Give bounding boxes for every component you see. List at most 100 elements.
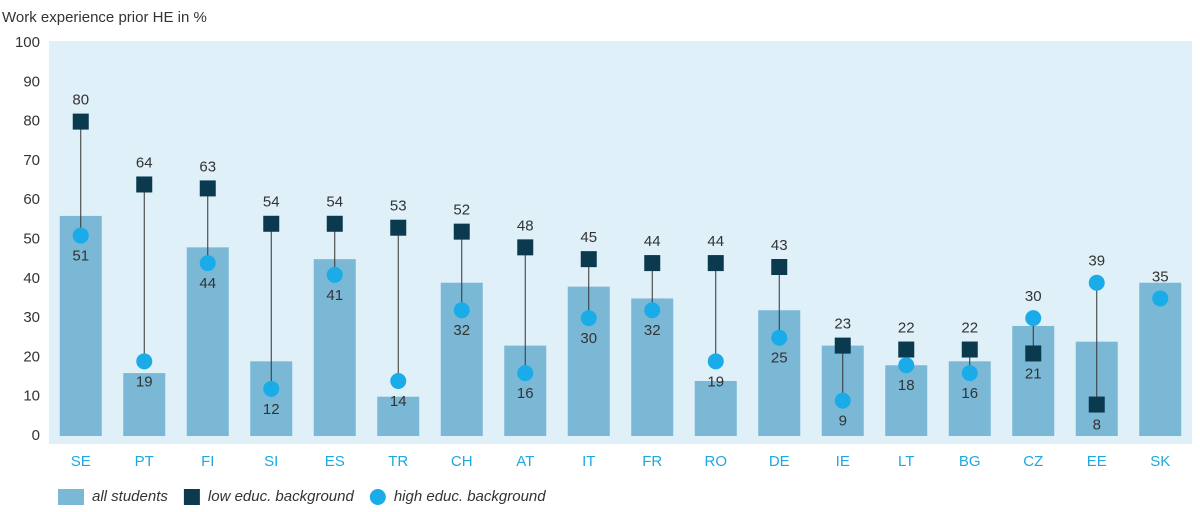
- value-label: 19: [136, 373, 153, 390]
- y-tick-label: 90: [23, 73, 40, 90]
- high-marker: [644, 302, 661, 319]
- y-tick-label: 60: [23, 191, 40, 208]
- value-label: 21: [1025, 365, 1042, 382]
- x-tick-label: SE: [71, 453, 91, 470]
- x-tick-label: CZ: [1023, 453, 1043, 470]
- high-marker: [580, 310, 597, 327]
- legend-label: high educ. background: [394, 488, 546, 505]
- legend-label: all students: [92, 488, 168, 505]
- x-tick-label: IE: [836, 453, 850, 470]
- low-marker: [1088, 396, 1105, 413]
- low-marker: [644, 255, 661, 272]
- x-tick-label: EE: [1087, 453, 1107, 470]
- y-tick-label: 0: [32, 427, 40, 444]
- low-marker: [961, 341, 978, 358]
- value-label: 43: [771, 237, 788, 254]
- low-marker: [1025, 345, 1042, 362]
- bar: [186, 247, 229, 436]
- value-label: 14: [390, 393, 407, 410]
- high-marker: [199, 255, 216, 272]
- low-marker: [834, 337, 851, 354]
- y-tick-label: 50: [23, 230, 40, 247]
- high-marker: [136, 353, 153, 370]
- x-tick-label: SI: [264, 453, 278, 470]
- value-label: 52: [453, 202, 470, 219]
- value-label: 41: [326, 287, 343, 304]
- x-tick-label: FI: [201, 453, 214, 470]
- value-label: 9: [839, 413, 847, 430]
- high-marker: [898, 357, 915, 374]
- value-label: 45: [580, 229, 597, 246]
- value-label: 32: [453, 322, 470, 339]
- value-label: 44: [199, 275, 216, 292]
- value-label: 54: [326, 194, 343, 211]
- value-label: 48: [517, 217, 534, 234]
- x-tick-label: LT: [898, 453, 914, 470]
- value-label: 12: [263, 401, 280, 418]
- y-tick-label: 80: [23, 113, 40, 130]
- bar: [377, 396, 420, 436]
- high-marker: [326, 266, 343, 283]
- x-tick-label: TR: [388, 453, 408, 470]
- x-tick-label: ES: [325, 453, 345, 470]
- value-label: 32: [644, 322, 661, 339]
- low-marker: [517, 239, 534, 256]
- low-marker: [326, 215, 343, 232]
- x-tick-label: CH: [451, 453, 473, 470]
- high-marker: [771, 329, 788, 346]
- bar: [1139, 282, 1182, 436]
- y-tick-label: 30: [23, 309, 40, 326]
- value-label: 80: [72, 92, 89, 109]
- bar: [313, 259, 356, 436]
- high-marker: [834, 392, 851, 409]
- low-marker: [263, 215, 280, 232]
- value-label: 16: [517, 385, 534, 402]
- bar: [123, 373, 166, 436]
- x-tick-label: DE: [769, 453, 790, 470]
- x-tick-label: SK: [1150, 453, 1170, 470]
- value-label: 51: [72, 248, 89, 265]
- y-tick-label: 10: [23, 388, 40, 405]
- high-marker: [1088, 274, 1105, 291]
- x-tick-label: IT: [582, 453, 595, 470]
- value-label: 30: [580, 330, 597, 347]
- low-marker: [390, 219, 407, 236]
- low-marker: [898, 341, 915, 358]
- value-label: 18: [898, 377, 915, 394]
- high-marker: [707, 353, 724, 370]
- high-marker: [72, 227, 89, 244]
- x-tick-label: BG: [959, 453, 981, 470]
- value-label: 19: [707, 373, 724, 390]
- legend-swatch: [369, 489, 386, 505]
- plot-background: [49, 41, 1192, 444]
- value-label: 22: [961, 320, 978, 337]
- value-label: 22: [898, 320, 915, 337]
- chart-title: Work experience prior HE in %: [2, 9, 207, 26]
- value-label: 8: [1093, 417, 1101, 434]
- bar: [631, 298, 674, 436]
- value-label: 64: [136, 154, 153, 171]
- low-marker: [72, 113, 89, 130]
- high-marker: [517, 365, 534, 382]
- x-tick-label: AT: [516, 453, 534, 470]
- high-marker: [1025, 310, 1042, 327]
- value-label: 44: [644, 233, 661, 250]
- y-tick-label: 40: [23, 270, 40, 287]
- x-tick-label: FR: [642, 453, 662, 470]
- value-label: 54: [263, 194, 280, 211]
- low-marker: [453, 223, 470, 240]
- legend-swatch: [183, 489, 200, 505]
- legend-swatch: [58, 489, 84, 505]
- x-tick-label: PT: [135, 453, 154, 470]
- x-tick-label: RO: [705, 453, 728, 470]
- value-label: 35: [1152, 268, 1169, 285]
- value-label: 63: [199, 158, 216, 175]
- high-marker: [390, 372, 407, 389]
- bar: [59, 215, 102, 436]
- y-tick-label: 20: [23, 348, 40, 365]
- high-marker: [961, 365, 978, 382]
- value-label: 44: [707, 233, 724, 250]
- high-marker: [1152, 290, 1169, 307]
